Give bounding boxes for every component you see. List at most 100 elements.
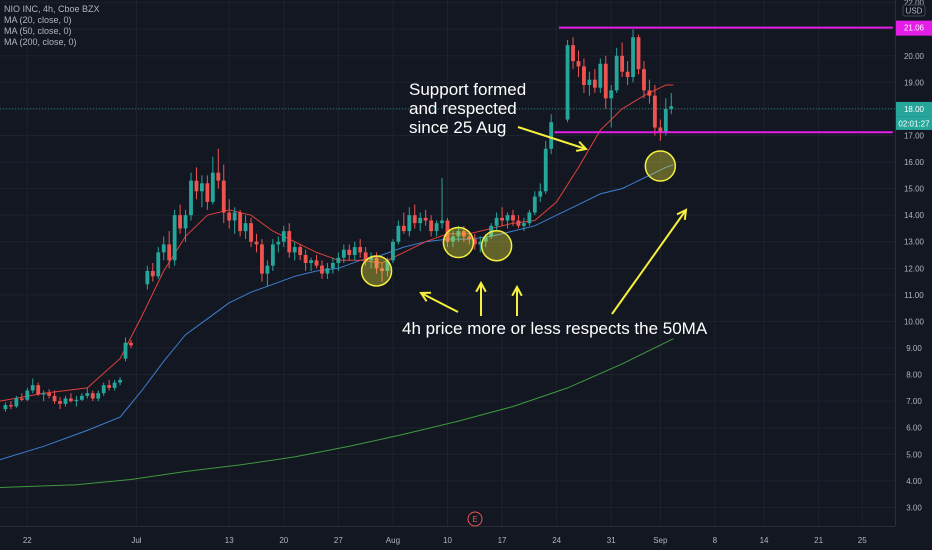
candle-body: [107, 385, 112, 388]
candle-body: [314, 260, 319, 266]
candle-body: [69, 398, 73, 402]
annotation-arrow: [420, 292, 459, 313]
y-tick-label: 12.00: [904, 264, 925, 273]
candle-body: [150, 270, 155, 277]
ma-touch-circle: [360, 255, 393, 287]
candle-body: [145, 270, 150, 285]
candle-body: [467, 236, 472, 240]
candle-body: [565, 45, 570, 120]
candle-body: [216, 172, 221, 181]
candle-body: [96, 393, 101, 399]
ma-note: 4h price more or less respects the 50MA: [402, 319, 708, 338]
candle-body: [287, 231, 292, 253]
support-note-line3: since 25 Aug: [409, 118, 506, 137]
candle-body: [620, 55, 625, 72]
candle-body: [79, 395, 84, 400]
candle-body: [423, 217, 428, 221]
ma-touch-circle: [442, 226, 475, 259]
legend-symbol[interactable]: NIO INC, 4h, Cboe BZX: [4, 4, 100, 14]
x-tick-label: Sep: [653, 536, 668, 545]
candle-body: [636, 37, 641, 70]
candle-body: [434, 223, 439, 232]
x-tick-label: Aug: [386, 536, 400, 545]
candle-body: [3, 405, 8, 410]
candle-body: [391, 241, 395, 261]
chart-legend: NIO INC, 4h, Cboe BZX MA (20, close, 0) …: [4, 4, 100, 48]
y-tick-label: 17.00: [904, 131, 925, 140]
y-tick-label: 14.00: [904, 211, 925, 220]
candle-body: [309, 260, 313, 263]
candle-body: [407, 215, 412, 232]
x-tick-label: 8: [713, 536, 718, 545]
candle-body: [123, 342, 128, 359]
candle-body: [210, 172, 215, 202]
candle-body: [260, 244, 264, 274]
candle-body: [330, 263, 335, 269]
candle-body: [456, 231, 461, 237]
legend-ma200[interactable]: MA (200, close, 0): [4, 37, 77, 47]
candle-body: [63, 398, 68, 404]
candle-body: [254, 241, 259, 245]
candle-body: [380, 268, 384, 271]
candle-body: [74, 399, 79, 402]
annotation-arrowhead: [575, 141, 588, 152]
x-tick-label: 14: [760, 536, 769, 545]
y-tick-label: 22.00: [904, 0, 925, 8]
candle-body: [658, 127, 663, 133]
support-note-line2: and respected: [409, 99, 517, 118]
earnings-marker-label: E: [472, 515, 477, 524]
y-tick-label: 3.00: [906, 503, 922, 512]
candle-body: [19, 398, 24, 400]
candle-body: [505, 215, 510, 221]
candle-body: [167, 244, 172, 261]
countdown-value: 02:01:27: [898, 119, 930, 128]
candle-body: [347, 249, 352, 256]
candle-body: [183, 215, 188, 229]
x-tick-label: 31: [607, 536, 616, 545]
candle-body: [36, 385, 41, 395]
candle-body: [276, 241, 281, 245]
legend-ma20[interactable]: MA (20, close, 0): [4, 15, 72, 25]
countdown-tag: [896, 116, 932, 130]
candle-body: [369, 257, 374, 261]
candle-body: [270, 244, 275, 266]
candle-body: [325, 268, 330, 274]
annotation-arrow: [517, 126, 587, 150]
y-tick-label: 10.00: [904, 317, 925, 326]
candle-body: [221, 180, 226, 213]
candle-body: [172, 215, 177, 261]
candle-body: [478, 241, 483, 245]
candle-body: [587, 79, 592, 86]
candle-body: [385, 260, 390, 271]
x-tick-label: 20: [279, 536, 288, 545]
candle-body: [429, 220, 434, 232]
candle-body: [336, 257, 341, 263]
candle-body: [341, 249, 346, 258]
candle-body: [412, 215, 417, 224]
x-tick-label: 25: [858, 536, 867, 545]
candle-body: [90, 393, 95, 399]
legend-ma50[interactable]: MA (50, close, 0): [4, 26, 72, 36]
earnings-marker[interactable]: [467, 511, 483, 527]
candle-body: [483, 236, 488, 242]
candle-body: [374, 257, 379, 269]
y-tick-label: 15.00: [904, 185, 925, 194]
candle-body: [292, 247, 297, 253]
time-axis[interactable]: 22 Jul 13 20 27 Aug 10 17 24 31 Sep 8 14 21 25: [23, 536, 867, 545]
candle-body: [298, 247, 303, 256]
candle-body: [200, 183, 204, 192]
candle-body: [25, 390, 30, 400]
candle-body: [401, 225, 406, 232]
candle-body: [189, 180, 193, 216]
y-tick-label: 19.00: [904, 78, 925, 87]
x-tick-label: Jul: [131, 536, 141, 545]
candle-body: [445, 220, 450, 242]
candle-body: [511, 215, 515, 221]
candle-body: [576, 61, 581, 67]
currency-box[interactable]: [902, 4, 926, 17]
candle-body: [614, 55, 619, 91]
candle-body: [521, 223, 526, 226]
ma200-line: [0, 338, 674, 488]
